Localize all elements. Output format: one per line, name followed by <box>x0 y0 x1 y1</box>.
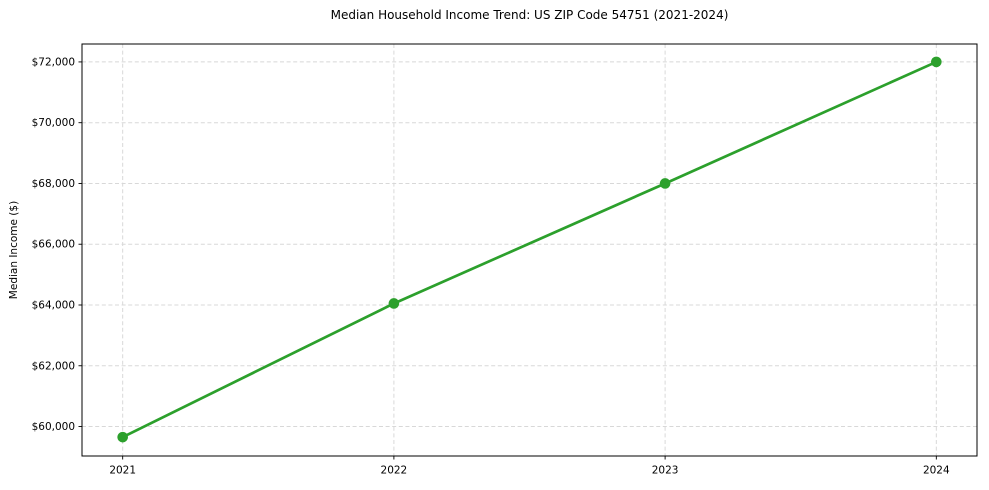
trend-line <box>121 60 938 439</box>
y-tick-label: $68,000 <box>32 178 75 190</box>
x-tick-label: 2024 <box>923 465 950 477</box>
y-tick-label: $72,000 <box>32 56 75 68</box>
y-tick-label: $64,000 <box>32 299 75 311</box>
y-tick-label: $60,000 <box>32 421 75 433</box>
y-tick-label: $70,000 <box>32 117 75 129</box>
data-point-2023 <box>659 178 671 189</box>
x-tick-label: 2022 <box>381 465 408 477</box>
plot-border <box>81 43 978 457</box>
x-tick-label: 2021 <box>109 465 136 477</box>
data-point-2022 <box>388 298 400 309</box>
data-point-2024 <box>931 56 942 68</box>
data-point-2021 <box>117 431 128 443</box>
y-tick-label: $66,000 <box>32 239 75 251</box>
x-tick-label: 2023 <box>652 465 679 477</box>
chart-title: Median Household Income Trend: US ZIP Co… <box>330 8 729 22</box>
y-tick-label: $62,000 <box>32 360 75 372</box>
